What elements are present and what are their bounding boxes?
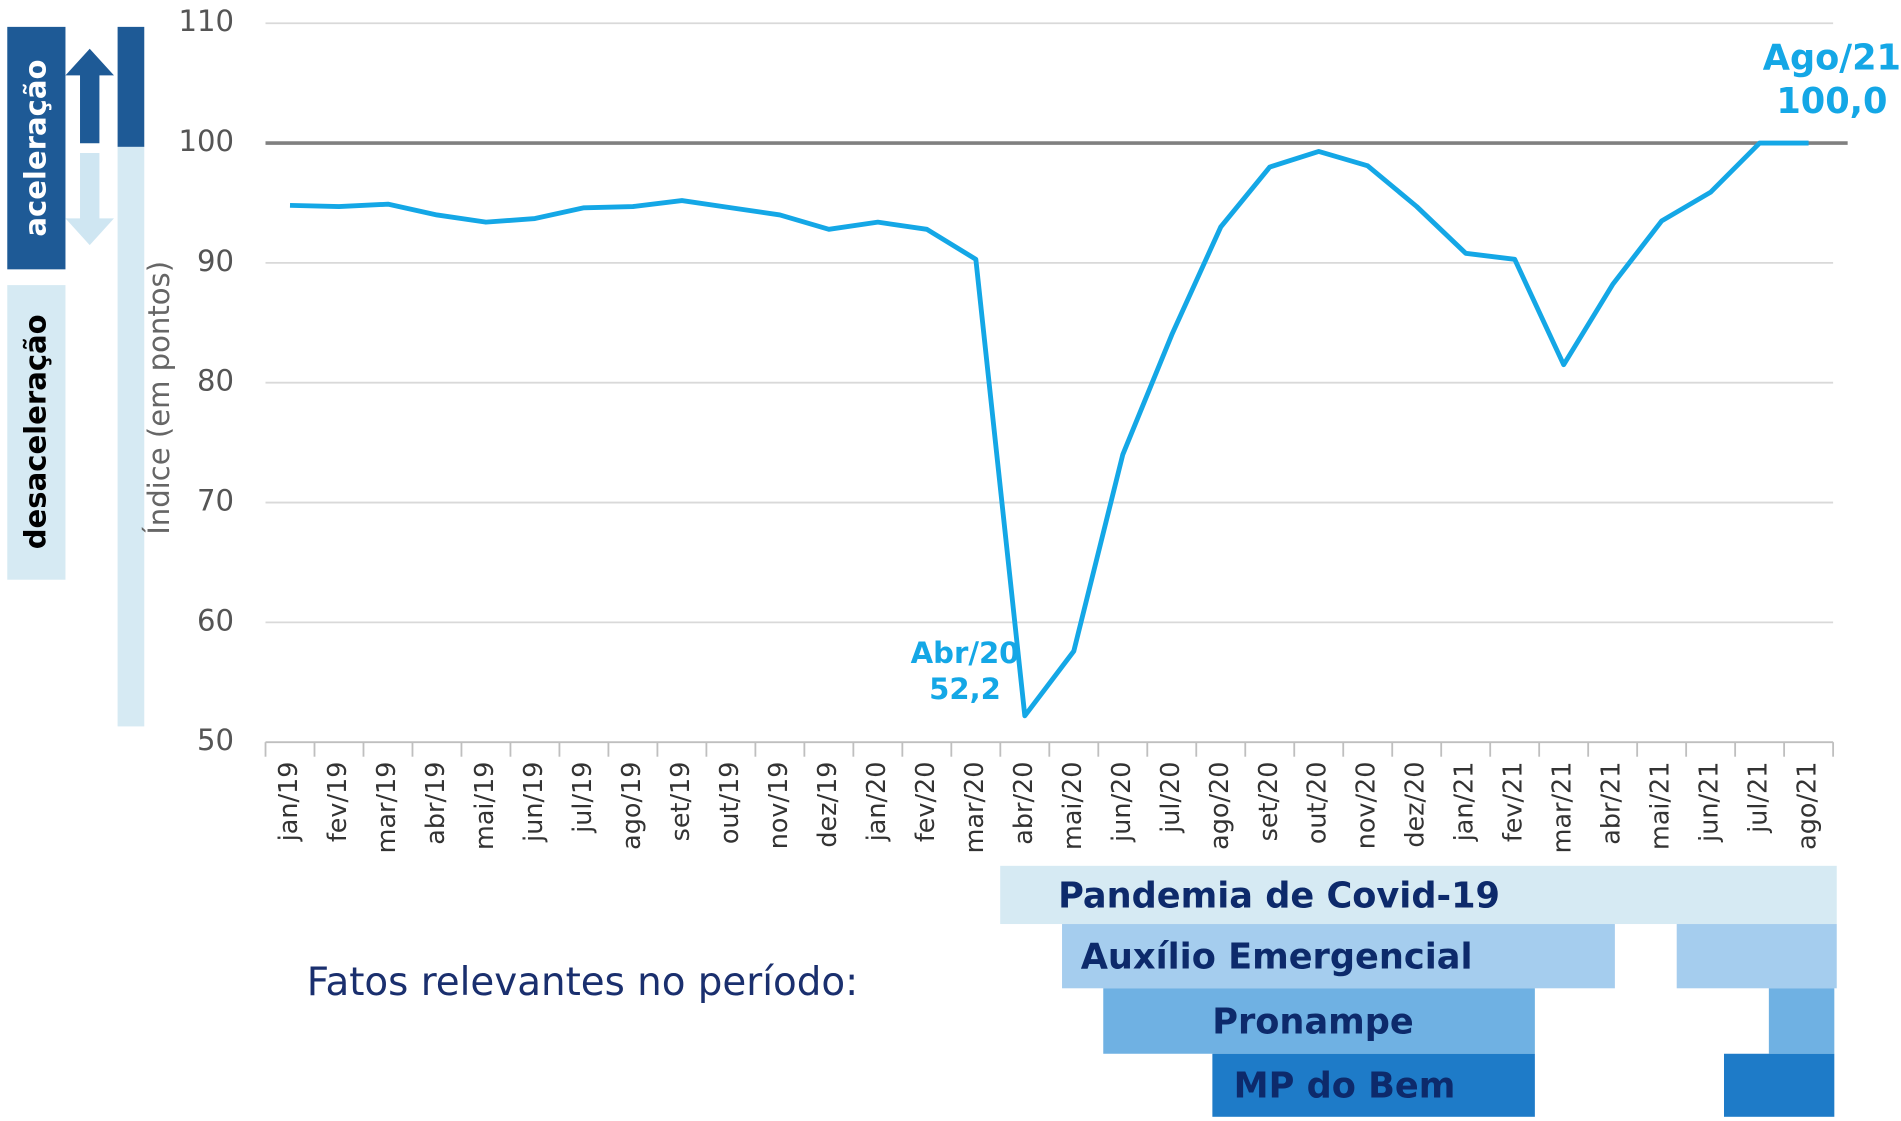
- events-title: Fatos relevantes no período:: [307, 960, 858, 1005]
- x-tick-label: abr/20: [1009, 762, 1039, 845]
- x-tick-label: jan/20: [862, 762, 892, 843]
- x-tick-label: fev/19: [323, 762, 353, 843]
- y-axis-label: Índice (em pontos): [142, 261, 176, 535]
- event-label: MP do Bem: [1234, 1066, 1456, 1107]
- event-label: Pronampe: [1212, 1001, 1414, 1042]
- x-tick-label: jul/20: [1156, 762, 1186, 834]
- x-tick-label: out/19: [715, 762, 745, 845]
- x-tick-label: ago/19: [617, 762, 647, 850]
- x-tick-label: dez/20: [1401, 762, 1431, 848]
- x-tick-label: jun/21: [1695, 762, 1725, 843]
- x-tick-label: fev/20: [911, 762, 941, 843]
- events: Pandemia de Covid-19 Auxílio Emergencial P…: [1000, 865, 1837, 1117]
- x-tick-label: mai/20: [1058, 762, 1088, 850]
- x-tick-label: mar/20: [960, 762, 990, 854]
- x-tick-label: jun/19: [519, 762, 549, 843]
- x-tick-label: jul/21: [1744, 762, 1774, 834]
- x-tick-label: jun/20: [1107, 762, 1137, 843]
- y-tick-label: 70: [197, 484, 234, 518]
- x-tick-label: jul/19: [568, 762, 598, 834]
- scale-top: [117, 26, 145, 147]
- x-tick-label: nov/19: [764, 762, 794, 850]
- x-tick-label: abr/21: [1597, 762, 1627, 845]
- y-tick-label: 60: [197, 603, 234, 637]
- down-arrow: [65, 152, 114, 246]
- x-tick-label: fev/21: [1499, 762, 1529, 843]
- annotation: 100,0: [1776, 81, 1887, 122]
- annotation: Abr/20: [911, 636, 1020, 670]
- event-bar: [1000, 865, 1837, 925]
- up-arrow: [65, 48, 114, 144]
- x-tick-label: out/20: [1303, 762, 1333, 845]
- x-tick-label: dez/19: [813, 762, 843, 848]
- y-tick-label: 50: [197, 723, 234, 757]
- x-tick-label: jan/19: [274, 762, 304, 843]
- event-bar: [1723, 1053, 1835, 1117]
- annotation: 52,2: [929, 672, 1001, 706]
- x-tick-label: nov/20: [1352, 762, 1382, 850]
- y-tick-label: 80: [197, 364, 234, 398]
- x-tick-label: set/20: [1254, 762, 1284, 842]
- x-tick-label: mar/21: [1548, 762, 1578, 854]
- deceleration-box: [7, 285, 66, 580]
- x-tick-label: ago/20: [1205, 762, 1235, 850]
- event-bar: [1212, 1053, 1535, 1117]
- event-label: Auxílio Emergencial: [1081, 937, 1473, 978]
- side-label: aceleração: [19, 60, 53, 237]
- x-tick-label: mai/19: [470, 762, 500, 850]
- acceleration-box: [7, 26, 66, 270]
- event-bar: [1062, 924, 1615, 989]
- event-bar: [1676, 924, 1837, 989]
- event-bar: [1103, 988, 1535, 1054]
- event-label: Pandemia de Covid-19: [1058, 875, 1500, 916]
- scale-bottom: [117, 146, 145, 727]
- series-line: [289, 140, 1809, 719]
- y-tick-label: 110: [178, 4, 234, 38]
- annotation: Ago/21: [1763, 38, 1901, 79]
- event-bar: [1768, 988, 1835, 1054]
- side-label: desaceleração: [19, 314, 53, 549]
- x-tick-label: mar/19: [372, 762, 402, 854]
- x-tick-label: set/19: [666, 762, 696, 842]
- x-tick-label: abr/19: [421, 762, 451, 845]
- x-tick-label: ago/21: [1793, 762, 1823, 850]
- y-tick-label: 90: [197, 244, 234, 278]
- y-tick-label: 100: [178, 124, 234, 158]
- x-tick-label: jan/21: [1450, 762, 1480, 843]
- x-tick-label: mai/21: [1646, 762, 1676, 850]
